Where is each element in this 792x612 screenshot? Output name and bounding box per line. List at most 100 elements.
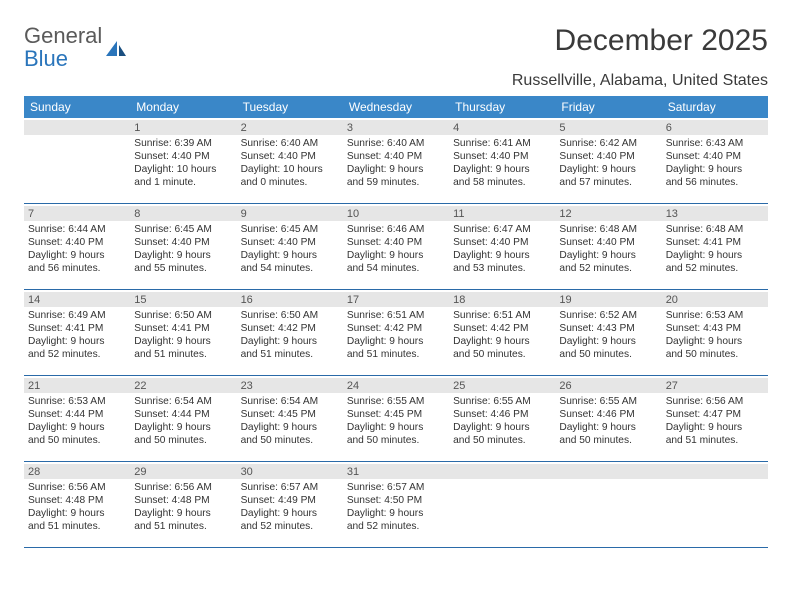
day-info-line: and 55 minutes. (134, 262, 232, 275)
day-info-line: Sunset: 4:50 PM (347, 494, 445, 507)
week-row: 28Sunrise: 6:56 AMSunset: 4:48 PMDayligh… (24, 462, 768, 548)
day-info-line: Daylight: 9 hours (28, 335, 126, 348)
day-info-line: Sunrise: 6:54 AM (134, 395, 232, 408)
day-number: 24 (343, 378, 449, 393)
header: General Blue December 2025 (24, 24, 768, 70)
day-cell: 16Sunrise: 6:50 AMSunset: 4:42 PMDayligh… (237, 290, 343, 375)
day-number (662, 464, 768, 479)
day-number: 31 (343, 464, 449, 479)
day-info-line: and 51 minutes. (241, 348, 339, 361)
day-number: 9 (237, 206, 343, 221)
day-cell: 21Sunrise: 6:53 AMSunset: 4:44 PMDayligh… (24, 376, 130, 461)
day-info-line: Sunset: 4:40 PM (453, 236, 551, 249)
day-info-line: Daylight: 9 hours (666, 163, 764, 176)
day-info-line: and 51 minutes. (28, 520, 126, 533)
day-info-line: Sunrise: 6:55 AM (453, 395, 551, 408)
week-row: 7Sunrise: 6:44 AMSunset: 4:40 PMDaylight… (24, 204, 768, 290)
day-info-line: Sunset: 4:40 PM (134, 150, 232, 163)
location: Russellville, Alabama, United States (24, 72, 768, 90)
day-info-line: Daylight: 9 hours (347, 249, 445, 262)
day-cell: 19Sunrise: 6:52 AMSunset: 4:43 PMDayligh… (555, 290, 661, 375)
day-info-line: Sunset: 4:40 PM (347, 236, 445, 249)
day-number: 23 (237, 378, 343, 393)
day-info-line: Sunrise: 6:43 AM (666, 137, 764, 150)
day-number: 30 (237, 464, 343, 479)
day-info-line: Sunset: 4:46 PM (453, 408, 551, 421)
day-info-line: Daylight: 9 hours (28, 249, 126, 262)
day-info-line: Sunrise: 6:54 AM (241, 395, 339, 408)
day-info-line: Daylight: 9 hours (453, 421, 551, 434)
day-info-line: and 0 minutes. (241, 176, 339, 189)
day-cell: 12Sunrise: 6:48 AMSunset: 4:40 PMDayligh… (555, 204, 661, 289)
day-info-line: Sunset: 4:40 PM (453, 150, 551, 163)
logo-text-gray: General (24, 23, 102, 48)
day-info-line: Daylight: 9 hours (241, 249, 339, 262)
day-info-line: Sunrise: 6:40 AM (241, 137, 339, 150)
day-number: 29 (130, 464, 236, 479)
week-row: 1Sunrise: 6:39 AMSunset: 4:40 PMDaylight… (24, 118, 768, 204)
page-title: December 2025 (555, 24, 768, 58)
day-info-line: Sunrise: 6:44 AM (28, 223, 126, 236)
day-number (24, 120, 130, 135)
day-info-line: Sunset: 4:40 PM (347, 150, 445, 163)
day-cell: 15Sunrise: 6:50 AMSunset: 4:41 PMDayligh… (130, 290, 236, 375)
day-info-line: Sunset: 4:43 PM (559, 322, 657, 335)
day-number: 14 (24, 292, 130, 307)
weekday-header: Tuesday (237, 96, 343, 118)
day-cell (24, 118, 130, 203)
day-info-line: Sunrise: 6:56 AM (134, 481, 232, 494)
day-info-line: Sunset: 4:41 PM (28, 322, 126, 335)
weekday-header-row: Sunday Monday Tuesday Wednesday Thursday… (24, 96, 768, 118)
day-cell (449, 462, 555, 547)
day-info-line: Sunset: 4:40 PM (28, 236, 126, 249)
day-info-line: and 1 minute. (134, 176, 232, 189)
weekday-header: Sunday (24, 96, 130, 118)
day-number (449, 464, 555, 479)
day-info-line: Sunrise: 6:55 AM (559, 395, 657, 408)
day-info-line: Sunrise: 6:57 AM (347, 481, 445, 494)
day-cell: 1Sunrise: 6:39 AMSunset: 4:40 PMDaylight… (130, 118, 236, 203)
day-info-line: and 56 minutes. (28, 262, 126, 275)
day-cell: 27Sunrise: 6:56 AMSunset: 4:47 PMDayligh… (662, 376, 768, 461)
day-info-line: and 50 minutes. (559, 434, 657, 447)
day-info-line: Daylight: 9 hours (559, 421, 657, 434)
day-info-line: and 50 minutes. (666, 348, 764, 361)
day-cell: 14 Sunrise: 6:49 AMSunset: 4:41 PMDayligh… (24, 290, 130, 375)
day-info-line: Daylight: 9 hours (28, 507, 126, 520)
day-info-line: Sunrise: 6:50 AM (241, 309, 339, 322)
day-info-line: Sunrise: 6:49 AM (28, 309, 126, 322)
day-cell: 4Sunrise: 6:41 AMSunset: 4:40 PMDaylight… (449, 118, 555, 203)
day-info-line: Sunrise: 6:57 AM (241, 481, 339, 494)
day-number: 26 (555, 378, 661, 393)
day-info-line: and 50 minutes. (453, 348, 551, 361)
day-number: 28 (24, 464, 130, 479)
day-number: 7 (24, 206, 130, 221)
day-info-line: Sunrise: 6:48 AM (559, 223, 657, 236)
day-cell: 2Sunrise: 6:40 AMSunset: 4:40 PMDaylight… (237, 118, 343, 203)
day-cell: 3Sunrise: 6:40 AMSunset: 4:40 PMDaylight… (343, 118, 449, 203)
day-info-line: and 50 minutes. (134, 434, 232, 447)
day-info-line: Daylight: 9 hours (241, 507, 339, 520)
day-info-line: and 51 minutes. (134, 520, 232, 533)
weekday-header: Wednesday (343, 96, 449, 118)
day-info-line: Sunrise: 6:46 AM (347, 223, 445, 236)
day-number: 13 (662, 206, 768, 221)
day-number: 25 (449, 378, 555, 393)
day-info-line: and 57 minutes. (559, 176, 657, 189)
day-info-line: and 52 minutes. (666, 262, 764, 275)
logo-text-blue: Blue (24, 46, 68, 71)
day-number: 1 (130, 120, 236, 135)
day-number: 11 (449, 206, 555, 221)
day-info-line: Sunrise: 6:50 AM (134, 309, 232, 322)
day-info-line: Daylight: 9 hours (241, 335, 339, 348)
day-number: 5 (555, 120, 661, 135)
day-info-line: Sunrise: 6:42 AM (559, 137, 657, 150)
day-info-line: Daylight: 9 hours (666, 249, 764, 262)
day-cell: 29Sunrise: 6:56 AMSunset: 4:48 PMDayligh… (130, 462, 236, 547)
calendar: Sunday Monday Tuesday Wednesday Thursday… (24, 96, 768, 548)
day-info-line: Daylight: 9 hours (559, 249, 657, 262)
day-info-line: Sunset: 4:40 PM (241, 150, 339, 163)
day-cell: 7 Sunrise: 6:44 AMSunset: 4:40 PMDaylight… (24, 204, 130, 289)
logo-sail-icon (105, 40, 127, 58)
day-cell: 25 Sunrise: 6:55 AMSunset: 4:46 PMDayligh… (449, 376, 555, 461)
